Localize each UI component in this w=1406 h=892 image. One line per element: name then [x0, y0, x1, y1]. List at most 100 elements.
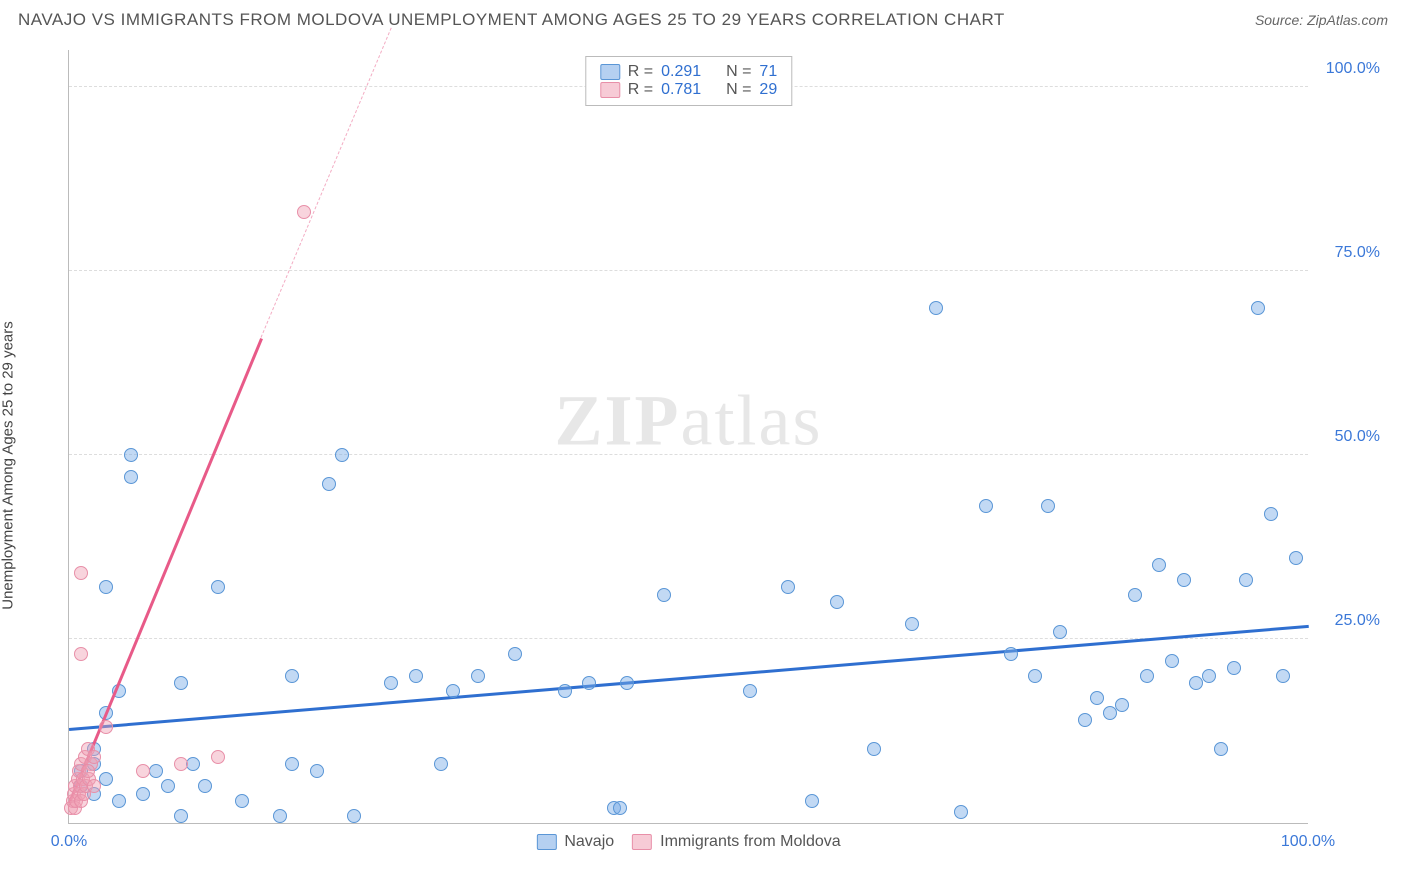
data-point: [124, 448, 138, 462]
data-point: [954, 805, 968, 819]
data-point: [149, 764, 163, 778]
x-tick-label: 0.0%: [51, 833, 87, 851]
legend-label: Immigrants from Moldova: [660, 833, 841, 851]
legend-label: Navajo: [564, 833, 614, 851]
n-label: N =: [726, 63, 751, 81]
data-point: [81, 764, 95, 778]
y-tick-label: 100.0%: [1316, 60, 1380, 78]
data-point: [211, 580, 225, 594]
data-point: [1041, 499, 1055, 513]
data-point: [74, 566, 88, 580]
legend-item-navajo: Navajo: [536, 833, 614, 851]
data-point: [657, 588, 671, 602]
data-point: [1251, 301, 1265, 315]
gridline: [69, 454, 1308, 455]
r-label: R =: [628, 81, 653, 99]
data-point: [805, 794, 819, 808]
swatch-navajo-icon: [536, 834, 556, 850]
legend-item-moldova: Immigrants from Moldova: [632, 833, 841, 851]
source-link[interactable]: ZipAtlas.com: [1307, 12, 1388, 28]
data-point: [136, 764, 150, 778]
trendline-extension: [261, 28, 392, 338]
swatch-navajo-icon: [600, 64, 620, 80]
data-point: [136, 787, 150, 801]
data-point: [1152, 558, 1166, 572]
data-point: [174, 676, 188, 690]
data-point: [1090, 691, 1104, 705]
trendline: [69, 625, 1309, 731]
data-point: [99, 720, 113, 734]
data-point: [781, 580, 795, 594]
data-point: [87, 750, 101, 764]
data-point: [87, 779, 101, 793]
data-point: [434, 757, 448, 771]
data-point: [384, 676, 398, 690]
x-tick-label: 100.0%: [1281, 833, 1335, 851]
n-value: 29: [759, 81, 777, 99]
data-point: [1053, 625, 1067, 639]
data-point: [297, 205, 311, 219]
data-point: [743, 684, 757, 698]
data-point: [1028, 669, 1042, 683]
data-point: [905, 617, 919, 631]
watermark: ZIPatlas: [555, 380, 823, 463]
legend-stats: R = 0.291 N = 71 R = 0.781 N = 29: [585, 56, 792, 106]
data-point: [174, 809, 188, 823]
data-point: [867, 742, 881, 756]
data-point: [558, 684, 572, 698]
data-point: [285, 757, 299, 771]
data-point: [1177, 573, 1191, 587]
data-point: [235, 794, 249, 808]
gridline: [69, 638, 1308, 639]
data-point: [508, 647, 522, 661]
y-axis-label: Unemployment Among Ages 25 to 29 years: [0, 321, 17, 610]
data-point: [1214, 742, 1228, 756]
data-point: [112, 794, 126, 808]
r-value: 0.291: [661, 63, 701, 81]
data-point: [1289, 551, 1303, 565]
source-prefix: Source:: [1255, 12, 1307, 28]
data-point: [979, 499, 993, 513]
data-point: [211, 750, 225, 764]
chart-title: NAVAJO VS IMMIGRANTS FROM MOLDOVA UNEMPL…: [18, 10, 1005, 30]
data-point: [1140, 669, 1154, 683]
data-point: [273, 809, 287, 823]
data-point: [1239, 573, 1253, 587]
data-point: [1078, 713, 1092, 727]
data-point: [1202, 669, 1216, 683]
data-point: [161, 779, 175, 793]
data-point: [1276, 669, 1290, 683]
data-point: [74, 647, 88, 661]
y-tick-label: 50.0%: [1316, 428, 1380, 446]
data-point: [99, 580, 113, 594]
data-point: [198, 779, 212, 793]
gridline: [69, 270, 1308, 271]
data-point: [347, 809, 361, 823]
plot-area: ZIPatlas R = 0.291 N = 71 R = 0.781 N = …: [68, 50, 1308, 824]
data-point: [613, 801, 627, 815]
trendline: [68, 338, 263, 803]
data-point: [620, 676, 634, 690]
data-point: [446, 684, 460, 698]
data-point: [929, 301, 943, 315]
data-point: [124, 470, 138, 484]
data-point: [1227, 661, 1241, 675]
data-point: [335, 448, 349, 462]
data-point: [322, 477, 336, 491]
data-point: [830, 595, 844, 609]
data-point: [582, 676, 596, 690]
r-value: 0.781: [661, 81, 701, 99]
data-point: [310, 764, 324, 778]
n-value: 71: [759, 63, 777, 81]
watermark-bold: ZIP: [555, 381, 681, 461]
legend-stats-row: R = 0.291 N = 71: [600, 63, 777, 81]
chart-container: Unemployment Among Ages 25 to 29 years Z…: [18, 40, 1388, 874]
data-point: [99, 772, 113, 786]
data-point: [471, 669, 485, 683]
source-attribution: Source: ZipAtlas.com: [1255, 12, 1388, 28]
n-label: N =: [726, 81, 751, 99]
legend-series: Navajo Immigrants from Moldova: [536, 833, 840, 851]
data-point: [1165, 654, 1179, 668]
y-tick-label: 25.0%: [1316, 612, 1380, 630]
r-label: R =: [628, 63, 653, 81]
